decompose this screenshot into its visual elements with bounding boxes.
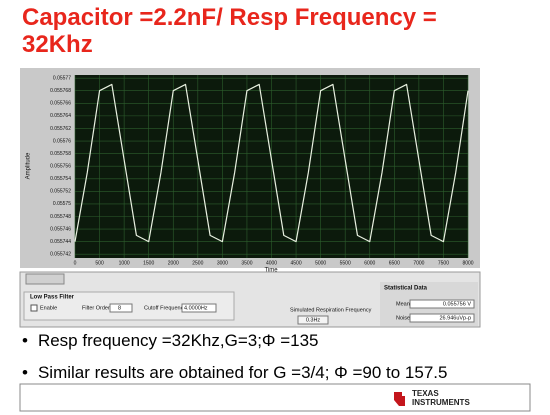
x-tick-label: 2500	[192, 260, 203, 266]
x-tick-label: 6500	[389, 260, 400, 266]
y-tick-label: 0.055752	[50, 189, 71, 195]
cutoff-value: 4.0000Hz	[184, 305, 208, 311]
x-tick-label: 500	[95, 260, 104, 266]
bullet: Similar results are obtained for G =3/4;…	[22, 363, 448, 383]
y-tick-label: 0.05576	[53, 138, 71, 144]
x-tick-label: 5000	[315, 260, 326, 266]
x-tick-label: 1000	[119, 260, 130, 266]
mean-field	[409, 299, 475, 309]
y-tick-label: 0.055756	[50, 164, 71, 170]
mean-value: 0.055756 V	[443, 301, 471, 307]
y-tick-label: 0.055762	[50, 126, 71, 132]
filter-order-value: 8	[118, 305, 121, 311]
y-tick-label: 0.055758	[50, 151, 71, 157]
resp-input[interactable]	[297, 315, 329, 325]
bullet: Resp frequency =32Khz,G=3;Φ =135	[22, 331, 319, 351]
y-tick-label: 0.055744	[50, 239, 71, 245]
x-tick-label: 8000	[462, 260, 473, 266]
noise-label: Noise	[396, 315, 410, 321]
tab[interactable]	[25, 273, 65, 285]
x-tick-label: 4500	[291, 260, 302, 266]
resp-label: Simulated Respiration Frequency	[290, 307, 372, 313]
resp-value: 0.3Hz	[306, 317, 321, 323]
stats-title: Statistical Data	[384, 286, 428, 292]
y-tick-label: 0.055754	[50, 176, 71, 182]
filter-title: Low Pass Filter	[30, 295, 75, 301]
y-tick-label: 0.055768	[50, 88, 71, 94]
ti-logo	[394, 392, 405, 406]
x-tick-label: 1500	[143, 260, 154, 266]
mean-label: Mean	[396, 301, 410, 307]
y-axis-label: Amplitude	[26, 152, 32, 179]
footer-box	[19, 383, 531, 412]
y-tick-label: 0.055764	[50, 113, 71, 119]
x-tick-label: 2000	[168, 260, 179, 266]
cutoff-label: Cutoff Frequency	[144, 305, 186, 311]
cutoff-input[interactable]	[181, 303, 217, 313]
filter-order-input[interactable]	[109, 303, 133, 313]
x-tick-label: 7000	[413, 260, 424, 266]
y-tick-label: 0.055766	[50, 101, 71, 107]
y-tick-label: 0.05577	[53, 75, 71, 81]
x-tick-label: 4000	[266, 260, 277, 266]
filter-order-label: Filter Order	[82, 305, 110, 311]
x-tick-label: 7500	[438, 260, 449, 266]
x-tick-label: 3000	[217, 260, 228, 266]
slide-title: Capacitor =2.2nF/ Resp Frequency = 32Khz	[22, 4, 437, 58]
noise-field	[409, 313, 475, 323]
x-tick-label: 3500	[241, 260, 252, 266]
x-tick-label: 5500	[340, 260, 351, 266]
enable-checkbox[interactable]	[30, 304, 38, 312]
x-tick-label: 0	[74, 260, 77, 266]
y-tick-label: 0.055746	[50, 226, 71, 232]
y-tick-label: 0.055742	[50, 252, 71, 258]
x-tick-label: 6000	[364, 260, 375, 266]
x-axis-label: Time	[264, 268, 278, 274]
noise-value: 26.946uVp-p	[440, 315, 472, 321]
enable-label: Enable	[40, 305, 57, 311]
brand: TEXAS INSTRUMENTS	[412, 389, 470, 407]
waveform	[74, 83, 469, 243]
y-tick-label: 0.05575	[53, 201, 71, 207]
y-tick-label: 0.055748	[50, 214, 71, 220]
